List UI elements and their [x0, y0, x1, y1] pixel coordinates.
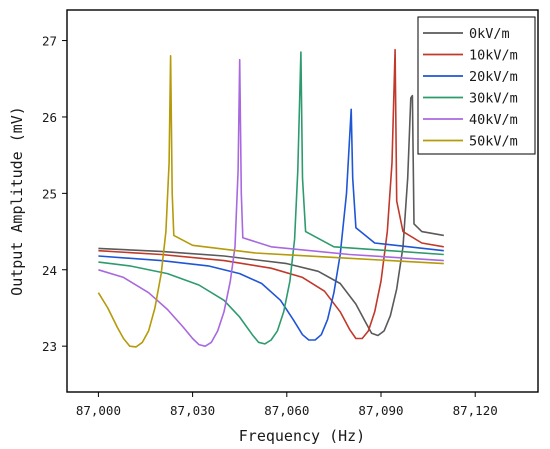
legend-label: 10kV/m [469, 48, 518, 64]
y-axis: 23 24 25 26 27 [42, 34, 67, 354]
series-line-40kv-m [98, 58, 444, 347]
legend-label: 20kV/m [469, 69, 518, 85]
y-tick-label: 27 [42, 34, 57, 49]
legend: 0kV/m 10kV/m 20kV/m 30kV/m 40kV/m 50kV/m [417, 16, 536, 155]
legend-label: 0kV/m [469, 26, 510, 42]
series-layer [97, 48, 444, 348]
x-tick-label: 87,030 [170, 403, 215, 418]
legend-label: 40kV/m [469, 112, 518, 128]
y-tick-label: 23 [42, 339, 57, 354]
y-tick-label: 24 [42, 263, 57, 278]
y-tick-label: 25 [42, 186, 57, 201]
series-line-20kv-m [98, 108, 444, 341]
legend-label: 30kV/m [469, 91, 518, 107]
x-tick-label: 87,060 [264, 403, 309, 418]
x-axis: 87,000 87,030 87,060 87,090 87,120 [76, 392, 498, 418]
plot-frame [66, 9, 539, 393]
series-line-0kv-m [98, 94, 444, 337]
series-line-30kv-m [98, 51, 444, 345]
y-axis-title: Output Amplitude (mV) [8, 106, 26, 296]
x-tick-label: 87,000 [76, 403, 121, 418]
y-tick-label: 26 [42, 110, 57, 125]
x-tick-label: 87,090 [358, 403, 403, 418]
series-line-50kv-m [97, 55, 444, 348]
series-line-10kv-m [98, 48, 444, 340]
legend-label: 50kV/m [469, 134, 518, 150]
x-tick-label: 87,120 [453, 403, 498, 418]
legend-box [417, 16, 536, 155]
x-axis-title: Frequency (Hz) [239, 427, 365, 445]
